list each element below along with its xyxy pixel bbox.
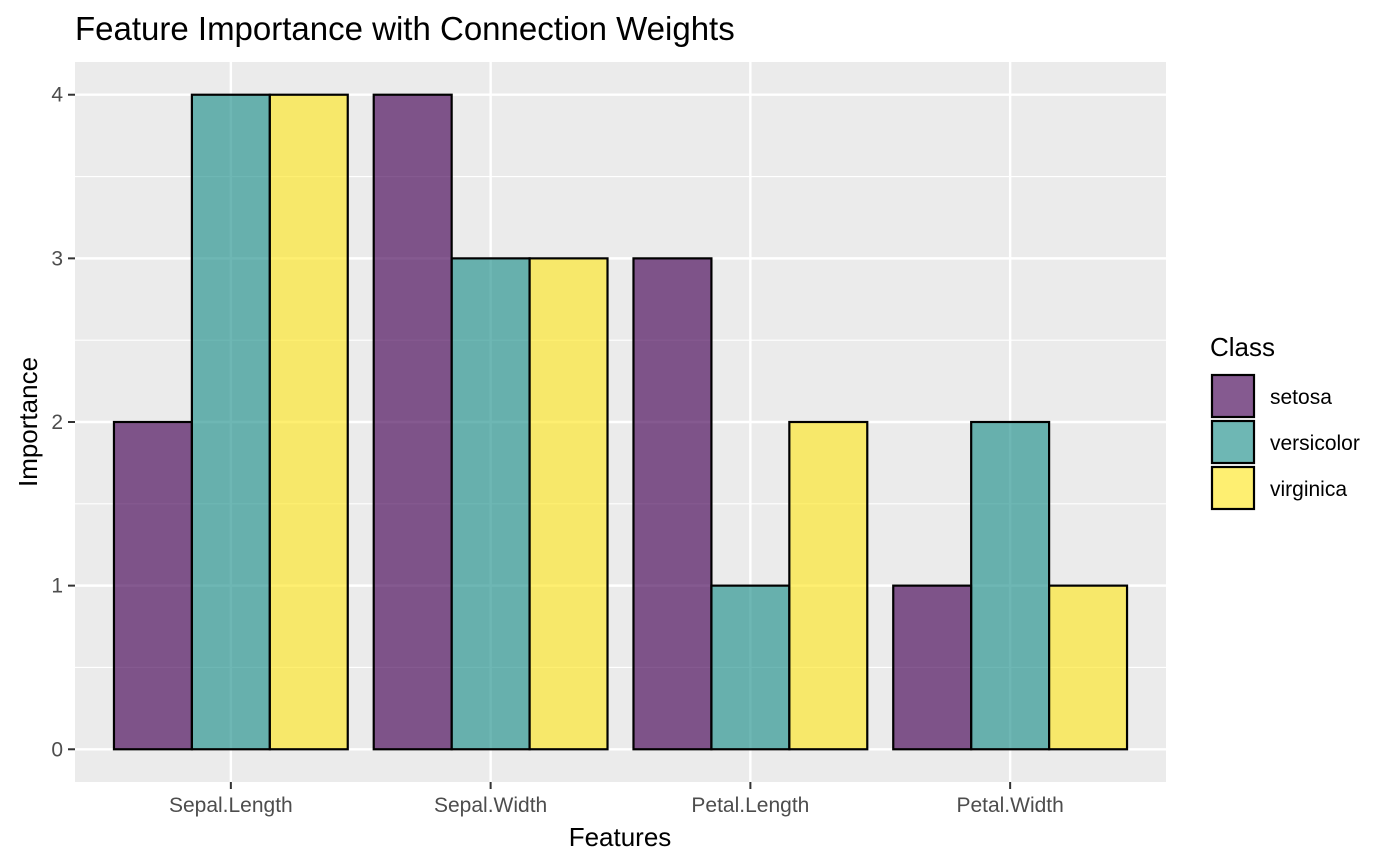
bar-setosa-sepal-width [372,93,453,751]
legend-label-versicolor: versicolor [1270,432,1360,455]
bar-versicolor-sepal-length [190,93,271,751]
legend-key-virginica [1210,465,1256,511]
x-axis: Sepal.Length Sepal.Width Petal.Length Petal… [169,782,1064,817]
bar-virginica-petal-width [1048,584,1129,751]
y-axis: 0 1 2 3 4 [51,84,75,761]
y-tick-label: 4 [51,84,63,107]
legend-label-setosa: setosa [1270,386,1332,409]
bar-versicolor-petal-width [970,420,1051,751]
x-tick-label: Petal.Width [956,794,1063,817]
bar-versicolor-petal-length [710,584,791,751]
legend-key-setosa [1210,373,1256,419]
chart-title: Feature Importance with Connection Weigh… [75,10,735,47]
bar-virginica-sepal-width [528,257,609,751]
x-tick-label: Sepal.Length [169,794,293,817]
y-tick-label: 1 [51,575,63,598]
legend: Class setosa versicolor virginica [1210,332,1360,511]
legend-label-virginica: virginica [1270,478,1347,501]
y-axis-title: Importance [13,357,43,487]
legend-title: Class [1210,332,1275,362]
bar-setosa-sepal-length [112,420,193,751]
bar-virginica-sepal-length [268,93,349,751]
bars [112,93,1129,751]
bar-versicolor-sepal-width [450,257,531,751]
x-axis-title: Features [569,822,672,852]
bar-virginica-petal-length [788,420,869,751]
y-tick-label: 2 [51,411,63,434]
legend-key-versicolor [1210,419,1256,465]
bar-setosa-petal-width [892,584,973,751]
x-tick-label: Sepal.Width [434,794,547,817]
y-tick-label: 0 [51,738,63,761]
x-tick-label: Petal.Length [691,794,809,817]
bar-setosa-petal-length [632,257,713,751]
y-tick-label: 3 [51,247,63,270]
